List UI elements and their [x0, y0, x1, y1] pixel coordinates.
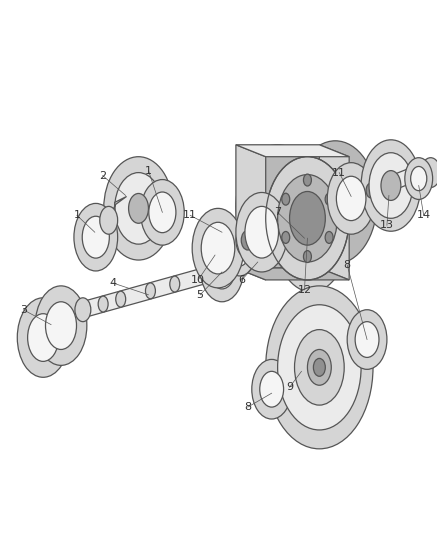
Ellipse shape: [74, 204, 118, 271]
Text: 2: 2: [99, 171, 106, 181]
Ellipse shape: [336, 176, 366, 221]
Ellipse shape: [327, 163, 375, 234]
Polygon shape: [81, 264, 220, 317]
Ellipse shape: [82, 216, 110, 258]
Ellipse shape: [266, 157, 349, 280]
Ellipse shape: [304, 251, 311, 263]
Polygon shape: [391, 160, 431, 190]
Ellipse shape: [252, 359, 292, 419]
Ellipse shape: [276, 184, 347, 292]
Ellipse shape: [104, 157, 173, 260]
Text: 5: 5: [197, 290, 204, 300]
Ellipse shape: [411, 166, 427, 191]
Text: 9: 9: [286, 382, 293, 392]
Ellipse shape: [129, 193, 148, 223]
Ellipse shape: [278, 305, 361, 430]
Text: 10: 10: [191, 275, 205, 285]
Ellipse shape: [208, 247, 236, 289]
Ellipse shape: [286, 200, 336, 276]
Text: 4: 4: [109, 278, 116, 288]
Ellipse shape: [304, 174, 311, 186]
Text: 1: 1: [145, 166, 152, 175]
Ellipse shape: [260, 372, 283, 407]
Text: 7: 7: [274, 207, 281, 217]
Ellipse shape: [270, 220, 289, 250]
Ellipse shape: [300, 220, 323, 256]
Ellipse shape: [294, 329, 344, 405]
Ellipse shape: [366, 183, 376, 198]
Ellipse shape: [236, 222, 260, 258]
Ellipse shape: [192, 208, 244, 288]
Ellipse shape: [210, 260, 226, 284]
Ellipse shape: [264, 211, 296, 260]
Ellipse shape: [170, 276, 180, 292]
Ellipse shape: [115, 173, 162, 244]
Ellipse shape: [282, 193, 290, 205]
Ellipse shape: [307, 350, 331, 385]
Ellipse shape: [278, 175, 337, 262]
Polygon shape: [120, 185, 165, 206]
Polygon shape: [224, 226, 311, 264]
Text: 14: 14: [417, 211, 431, 220]
Text: 1: 1: [74, 211, 81, 220]
Ellipse shape: [355, 321, 379, 358]
Ellipse shape: [116, 291, 126, 307]
Ellipse shape: [201, 222, 235, 274]
Ellipse shape: [314, 358, 325, 376]
Polygon shape: [319, 145, 349, 280]
Text: 12: 12: [297, 285, 311, 295]
Ellipse shape: [369, 153, 413, 219]
Text: 13: 13: [380, 220, 394, 230]
Polygon shape: [109, 197, 127, 222]
Ellipse shape: [325, 193, 333, 205]
Text: 11: 11: [183, 211, 197, 220]
Text: 11: 11: [332, 167, 346, 177]
Ellipse shape: [75, 298, 91, 321]
Ellipse shape: [405, 158, 433, 199]
Ellipse shape: [17, 298, 69, 377]
Ellipse shape: [98, 296, 108, 312]
Text: 8: 8: [344, 260, 351, 270]
Ellipse shape: [421, 158, 438, 188]
Ellipse shape: [282, 231, 290, 244]
Ellipse shape: [361, 140, 421, 231]
Ellipse shape: [236, 192, 288, 272]
Ellipse shape: [35, 286, 87, 365]
Ellipse shape: [290, 191, 325, 245]
Ellipse shape: [200, 234, 244, 302]
Ellipse shape: [241, 230, 254, 250]
Ellipse shape: [293, 141, 377, 264]
Ellipse shape: [347, 310, 387, 369]
Ellipse shape: [381, 171, 401, 200]
Text: 3: 3: [20, 305, 27, 314]
Ellipse shape: [266, 286, 373, 449]
Ellipse shape: [236, 145, 319, 268]
Polygon shape: [236, 206, 349, 219]
Polygon shape: [236, 145, 349, 157]
Ellipse shape: [325, 231, 333, 244]
Ellipse shape: [46, 302, 77, 350]
Ellipse shape: [230, 236, 249, 266]
Ellipse shape: [224, 226, 256, 276]
Polygon shape: [236, 268, 349, 280]
Ellipse shape: [361, 175, 381, 205]
Polygon shape: [236, 145, 266, 280]
Ellipse shape: [100, 206, 118, 234]
Text: 8: 8: [244, 402, 251, 412]
Polygon shape: [240, 228, 279, 258]
Ellipse shape: [28, 314, 59, 361]
Text: 6: 6: [238, 275, 245, 285]
Ellipse shape: [245, 206, 279, 258]
Ellipse shape: [149, 192, 176, 233]
Ellipse shape: [141, 180, 184, 245]
Ellipse shape: [145, 283, 155, 299]
